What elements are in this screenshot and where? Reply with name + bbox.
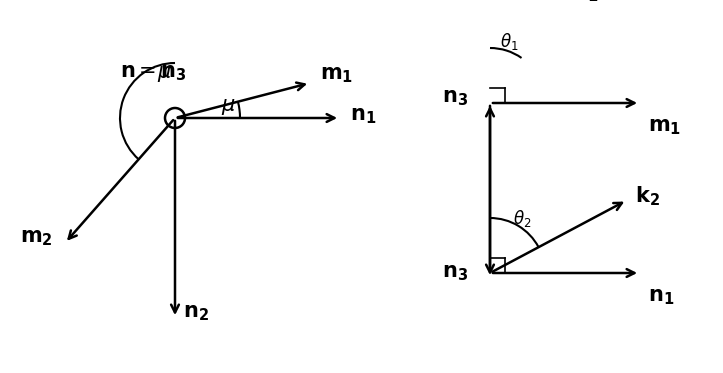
Text: $\mathbf{n_3}$: $\mathbf{n_3}$ (442, 88, 468, 108)
Text: $\mathbf{k_1}$: $\mathbf{k_1}$ (573, 0, 598, 4)
Text: $\mathbf{n_1}$: $\mathbf{n_1}$ (350, 106, 376, 126)
Text: $\theta_1$: $\theta_1$ (500, 31, 519, 51)
Text: $\mathbf{n}$$=$$\mathbf{n_3}$: $\mathbf{n}$$=$$\mathbf{n_3}$ (120, 63, 187, 83)
Text: $\mathbf{m_2}$: $\mathbf{m_2}$ (20, 228, 53, 248)
Text: $\theta_2$: $\theta_2$ (513, 209, 531, 229)
Text: $\mathbf{n_2}$: $\mathbf{n_2}$ (183, 303, 209, 323)
Text: $\mathbf{k_2}$: $\mathbf{k_2}$ (635, 184, 660, 208)
Text: $\mu$: $\mu$ (157, 64, 171, 84)
Text: $\mathbf{n_1}$: $\mathbf{n_1}$ (648, 287, 675, 307)
Text: $\mathbf{m_1}$: $\mathbf{m_1}$ (320, 65, 354, 85)
Text: $\mathbf{m_1}$: $\mathbf{m_1}$ (648, 117, 681, 137)
Text: $\mathbf{n_3}$: $\mathbf{n_3}$ (442, 263, 468, 283)
Text: $\mu$: $\mu$ (221, 97, 236, 117)
